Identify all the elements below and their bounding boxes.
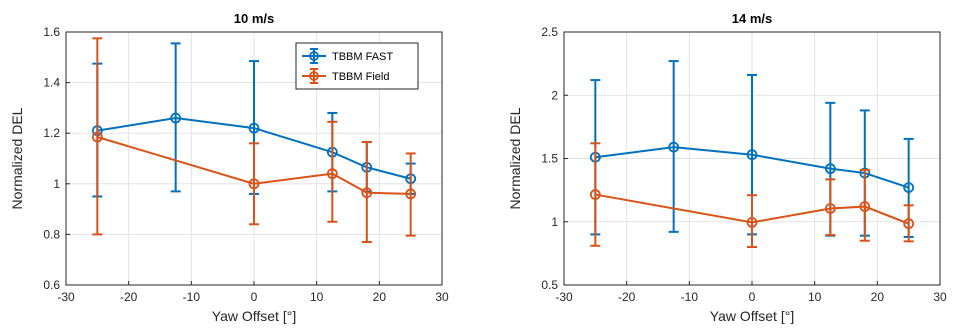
legend-label: TBBM FAST	[332, 51, 393, 63]
legend: TBBM FAST TBBM Field	[296, 43, 418, 89]
chart-title: 14 m/s	[732, 11, 772, 26]
x-tick-label: 20	[373, 290, 387, 304]
x-axis-label: Yaw Offset [°]	[212, 308, 296, 324]
y-tick-label: 1.5	[541, 152, 558, 166]
x-tick-label: 30	[435, 290, 449, 304]
y-axis-label: Normalized DEL	[507, 107, 523, 209]
y-tick-label: 0.8	[43, 227, 60, 241]
x-tick-label: 10	[808, 290, 822, 304]
y-tick-label: 1.2	[43, 126, 60, 140]
y-tick-label: 1.6	[43, 25, 60, 39]
x-tick-label: 10	[310, 290, 324, 304]
chart-panel-1: -30 -20 -10 0 10 20 30 0.6 0.8 1 1.2 1.4 1.6 10 m/s Ya…	[9, 11, 449, 324]
y-tick-label: 0.6	[43, 278, 60, 292]
y-axis-label: Normalized DEL	[9, 107, 25, 209]
legend-label: TBBM Field	[332, 71, 389, 83]
x-tick-label: -10	[681, 290, 699, 304]
y-tick-label: 0.5	[541, 278, 558, 292]
x-tick-label: 0	[749, 290, 756, 304]
y-tick-label: 1	[551, 215, 558, 229]
chart-panel-2: -30 -20 -10 0 10 20 30 0.5 1 1.5 2 2.5 14 m/s Yaw Off…	[507, 11, 947, 324]
x-tick-label: 20	[871, 290, 885, 304]
x-tick-label: -30	[555, 290, 573, 304]
x-tick-label: -10	[183, 290, 201, 304]
x-tick-label: -20	[618, 290, 636, 304]
y-tick-label: 1	[53, 177, 60, 191]
y-tick-label: 1.4	[43, 76, 60, 90]
y-tick-label: 2.5	[541, 25, 558, 39]
y-tick-label: 2	[551, 88, 558, 102]
x-tick-label: -20	[120, 290, 138, 304]
x-axis-label: Yaw Offset [°]	[710, 308, 794, 324]
chart-title: 10 m/s	[234, 11, 274, 26]
x-tick-label: -30	[57, 290, 75, 304]
x-tick-label: 0	[251, 290, 258, 304]
x-tick-label: 30	[933, 290, 947, 304]
